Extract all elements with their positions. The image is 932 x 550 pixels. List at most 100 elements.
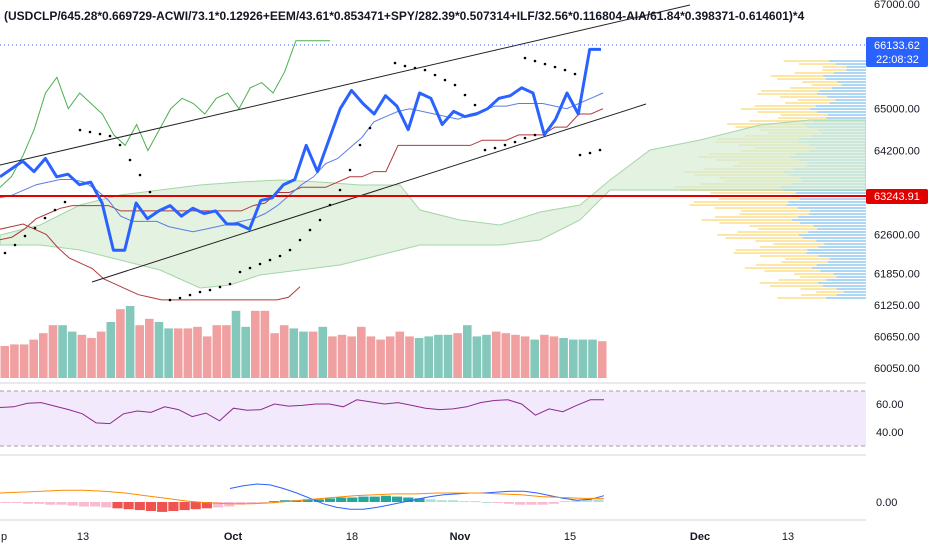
sar-dot: [148, 190, 152, 194]
sar-dot: [473, 103, 477, 107]
volume-bar: [588, 339, 597, 378]
macd-hist-bar: [34, 502, 45, 504]
macd-hist-bar: [101, 502, 112, 508]
volume-profile-bar: [710, 192, 796, 194]
volume-bar: [241, 326, 250, 378]
volume-profile-bar: [693, 201, 789, 203]
volume-profile-bar: [757, 228, 818, 230]
macd-hist-bar: [280, 500, 291, 502]
price-tick-label: 67000.00: [874, 0, 920, 11]
volume-bar: [376, 339, 385, 378]
macd-hist-bar: [369, 496, 380, 502]
volume-bar: [154, 322, 164, 378]
sar-dot: [413, 66, 417, 70]
volume-profile-bar: [798, 63, 836, 65]
sar-dot: [463, 93, 467, 97]
channel-lower-trendline: [91, 103, 647, 283]
macd-hist-bar: [425, 499, 436, 502]
volume-bar: [337, 334, 347, 378]
sar-dot: [258, 262, 262, 266]
fast-line-series: [0, 92, 604, 233]
volume-bar: [308, 331, 318, 378]
macd-hist-bar: [268, 501, 280, 503]
volume-bar: [289, 328, 299, 378]
volume-profile-bar: [807, 249, 866, 251]
time-axis-ticks: p 13 Oct 18 Nov 15 Dec 13: [1, 531, 794, 543]
macd-hist-bar: [45, 502, 56, 505]
volume-profile-bar: [785, 102, 830, 104]
macd-hist-bar: [179, 502, 190, 511]
volume-bar: [463, 325, 472, 378]
volume-profile-bar: [689, 204, 787, 206]
volume-profile-bar: [741, 210, 810, 212]
sar-dot: [208, 288, 212, 292]
sar-dot: [338, 188, 342, 192]
macd-hist-bar: [492, 502, 503, 503]
volume-bar: [357, 326, 366, 378]
macd-hist-bar: [515, 502, 526, 505]
price-tick-label: 61850.00: [874, 269, 920, 281]
volume-profile-bar: [809, 210, 866, 212]
volume-profile-bar: [790, 87, 832, 89]
volume-bar: [231, 310, 241, 378]
macd-histogram: [0, 495, 604, 512]
volume-bar: [77, 334, 87, 378]
sar-dot: [318, 218, 322, 222]
volume-profile-bar: [820, 270, 866, 272]
volume-profile-bar: [778, 279, 827, 281]
volume-profile-bar: [749, 120, 814, 122]
volume-bar: [135, 325, 144, 378]
volume-profile-bar: [816, 240, 866, 242]
macd-hist-bar: [324, 498, 336, 502]
volume-profile-bar: [797, 207, 866, 209]
sar-dot: [33, 226, 37, 230]
macd-hist-bar: [436, 500, 447, 502]
volume-profile-bar: [826, 279, 866, 281]
volume-profile-bar: [833, 72, 866, 74]
volume-bar: [453, 333, 462, 378]
volume-profile-bar: [806, 252, 866, 254]
sar-dot: [573, 72, 577, 76]
macd-hist-bar: [213, 502, 224, 508]
volume-profile-bar: [794, 72, 834, 74]
sar-dot: [238, 270, 242, 274]
volume-profile-bar: [801, 294, 837, 296]
volume-bar: [222, 325, 231, 378]
macd-hist-bar: [347, 497, 358, 502]
sar-dot: [563, 68, 567, 72]
chart-title: (USDCLP/645.28*0.669729-ACWI/73.1*0.1292…: [4, 9, 805, 23]
countdown-label: 22:08:32: [876, 54, 919, 66]
volume-profile-bar: [822, 69, 847, 71]
macd-hist-bar: [302, 499, 313, 502]
sar-dot: [433, 73, 437, 77]
sar-dot: [493, 146, 497, 150]
macd-hist-bar: [548, 502, 559, 504]
volume-bar: [270, 333, 279, 378]
volume-profile-bar: [770, 75, 824, 77]
volume-profile-bar: [733, 252, 807, 254]
volume-bar: [145, 318, 154, 378]
volume-bar: [67, 331, 77, 378]
volume-profile-bar: [701, 219, 792, 221]
macd-hist-bar: [447, 500, 459, 502]
volume-bar: [318, 326, 328, 378]
volume-profile-bar: [817, 228, 866, 230]
macd-axis-ticks: 0.00: [876, 497, 897, 509]
macd-hist-bar: [593, 499, 604, 502]
volume-profile-bar: [780, 114, 828, 116]
sar-dot: [328, 203, 332, 207]
macd-hist-bar: [582, 499, 593, 502]
volume-bar: [193, 326, 202, 378]
macd-hist-bar: [67, 502, 78, 506]
sar-dot: [198, 290, 202, 294]
volume-bar: [96, 331, 106, 378]
macd-hist-bar: [503, 502, 514, 504]
volume-profile-bar: [835, 63, 866, 65]
macd-hist-bar: [392, 496, 403, 502]
volume-bar: [202, 336, 212, 378]
volume-profile-bar: [813, 225, 866, 227]
volume-profile-bar: [717, 234, 799, 236]
volume-profile-bar: [797, 99, 836, 101]
last-price-label: 66133.62: [874, 40, 920, 52]
